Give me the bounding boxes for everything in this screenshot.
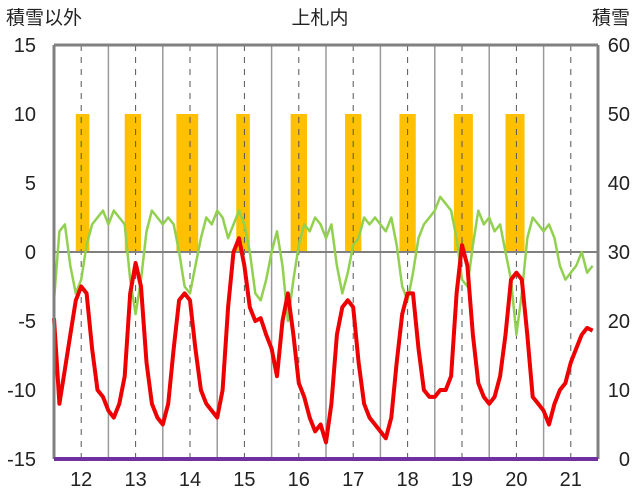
y2-tick-label: 40 bbox=[608, 173, 630, 195]
y-tick-label: -10 bbox=[7, 380, 36, 402]
y2-tick-label: 30 bbox=[608, 242, 630, 264]
snow-bar-8 bbox=[453, 114, 473, 251]
y2-tick-label: 50 bbox=[608, 104, 630, 126]
snow-bar-9 bbox=[505, 114, 525, 251]
series-lines bbox=[52, 195, 594, 445]
x-tick-label: 12 bbox=[70, 469, 92, 491]
snow-bar-1 bbox=[75, 114, 90, 251]
x-tick-label: 19 bbox=[451, 469, 473, 491]
snow-bar-4 bbox=[236, 114, 250, 251]
grid-lines bbox=[54, 45, 598, 459]
snow-bar-2 bbox=[124, 114, 142, 251]
y2-tick-label: 10 bbox=[608, 380, 630, 402]
chart-title: 上札内 bbox=[291, 7, 348, 29]
x-tick-label: 17 bbox=[342, 469, 364, 491]
red-series-line bbox=[52, 236, 594, 445]
green-series-line bbox=[52, 195, 594, 337]
y-tick-label: 15 bbox=[14, 35, 36, 57]
y-tick-label: 5 bbox=[25, 173, 36, 195]
y2-tick-label: 0 bbox=[619, 449, 630, 471]
y2-tick-label: 20 bbox=[608, 311, 630, 333]
right-axis-label: 積雪 bbox=[592, 7, 630, 29]
snow-bars bbox=[75, 114, 525, 251]
snow-bar-3 bbox=[176, 114, 199, 251]
y-tick-label: 0 bbox=[25, 242, 36, 264]
x-tick-label: 16 bbox=[288, 469, 310, 491]
x-tick-label: 20 bbox=[505, 469, 527, 491]
x-tick-label: 21 bbox=[560, 469, 582, 491]
x-tick-label: 15 bbox=[233, 469, 255, 491]
y2-tick-label: 60 bbox=[608, 35, 630, 57]
left-axis-label: 積雪以外 bbox=[6, 7, 82, 29]
y-tick-label: 10 bbox=[14, 104, 36, 126]
x-tick-label: 13 bbox=[124, 469, 146, 491]
y-tick-label: -15 bbox=[7, 449, 36, 471]
x-tick-label: 18 bbox=[396, 469, 418, 491]
y-tick-label: -5 bbox=[18, 311, 36, 333]
x-tick-label: 14 bbox=[179, 469, 201, 491]
